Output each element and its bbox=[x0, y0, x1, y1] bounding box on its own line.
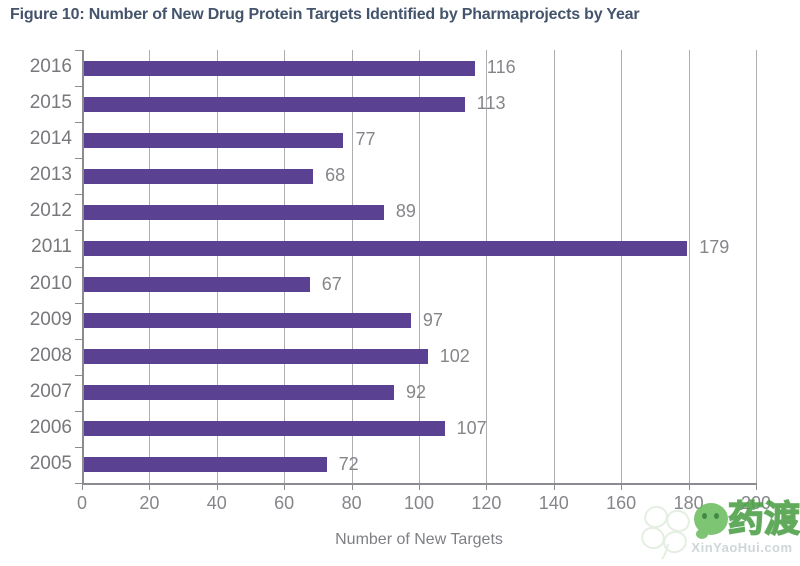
chat-face-eye bbox=[702, 513, 707, 519]
gridline bbox=[688, 50, 690, 483]
y-axis-tick bbox=[75, 122, 82, 124]
bar bbox=[84, 457, 327, 473]
gridline bbox=[621, 50, 623, 483]
x-tick-label: 120 bbox=[471, 493, 502, 513]
category-label: 2015 bbox=[29, 92, 72, 114]
x-axis-tick bbox=[149, 483, 151, 490]
y-axis-tick bbox=[75, 50, 82, 51]
x-tick-label: 160 bbox=[606, 493, 637, 513]
value-label: 67 bbox=[321, 273, 342, 294]
value-label: 92 bbox=[406, 381, 427, 402]
bar bbox=[84, 313, 411, 329]
category-label: 2010 bbox=[29, 272, 72, 294]
chat-face-icon bbox=[694, 503, 728, 539]
bar bbox=[84, 204, 384, 220]
value-label: 113 bbox=[476, 93, 506, 114]
x-tick-label: 40 bbox=[206, 493, 227, 513]
category-label: 2006 bbox=[29, 416, 72, 438]
watermark-url-text: XinYaoHui.com bbox=[691, 540, 793, 555]
y-axis-tick bbox=[75, 446, 82, 448]
y-axis-tick bbox=[75, 194, 82, 196]
value-label: 179 bbox=[699, 237, 730, 258]
y-axis-tick bbox=[75, 86, 82, 88]
x-axis-tick bbox=[284, 483, 286, 490]
category-label: 2016 bbox=[29, 56, 72, 78]
x-tick-label: 200 bbox=[740, 493, 772, 513]
y-axis-tick bbox=[75, 483, 82, 484]
category-label: 2008 bbox=[29, 344, 72, 366]
y-axis-line bbox=[82, 50, 84, 484]
clover-icon bbox=[641, 505, 690, 560]
y-axis-tick bbox=[75, 410, 82, 412]
bar bbox=[84, 349, 428, 365]
x-tick-label: 140 bbox=[538, 493, 569, 513]
x-tick-label: 20 bbox=[139, 493, 160, 513]
x-axis-tick bbox=[688, 483, 690, 490]
gridline bbox=[351, 50, 353, 483]
gridline bbox=[419, 50, 420, 483]
bar bbox=[84, 96, 465, 112]
x-tick-label: 60 bbox=[274, 493, 295, 513]
value-label: 72 bbox=[338, 453, 359, 474]
gridline bbox=[553, 50, 555, 483]
value-label: 107 bbox=[456, 417, 487, 438]
chat-face-tail bbox=[696, 529, 708, 539]
value-label: 116 bbox=[486, 57, 516, 78]
x-axis-tick bbox=[486, 483, 488, 490]
category-label: 2013 bbox=[29, 164, 72, 186]
value-label: 68 bbox=[325, 165, 346, 186]
y-axis-tick bbox=[75, 338, 82, 340]
x-axis-tick bbox=[621, 483, 623, 490]
bar bbox=[84, 132, 344, 148]
x-tick-label: 0 bbox=[76, 493, 87, 513]
value-label: 102 bbox=[439, 345, 470, 366]
x-axis-title: Number of New Targets bbox=[335, 531, 503, 548]
value-label: 89 bbox=[395, 201, 416, 222]
x-tick-label: 80 bbox=[341, 493, 362, 513]
value-label: 77 bbox=[355, 129, 376, 150]
y-axis-tick bbox=[75, 374, 82, 376]
category-label: 2014 bbox=[29, 128, 72, 150]
category-label: 2005 bbox=[29, 452, 72, 474]
x-axis-line bbox=[82, 483, 756, 485]
y-axis-tick bbox=[75, 302, 82, 304]
gridline bbox=[756, 50, 757, 483]
value-label: 97 bbox=[422, 309, 443, 330]
bar bbox=[84, 277, 310, 293]
x-axis-tick bbox=[553, 483, 555, 490]
chat-face-eye bbox=[714, 513, 719, 519]
category-label: 2009 bbox=[29, 308, 72, 330]
bar bbox=[84, 60, 475, 76]
gridline bbox=[284, 50, 286, 483]
watermark: 药渡 XinYaoHui.com bbox=[638, 497, 800, 562]
bar bbox=[84, 168, 314, 184]
x-axis-tick bbox=[756, 483, 757, 490]
watermark-brand-text: 药渡 bbox=[727, 497, 800, 540]
bar bbox=[84, 240, 688, 256]
y-axis-tick bbox=[75, 266, 82, 268]
bar bbox=[84, 421, 445, 437]
gridline bbox=[149, 50, 151, 483]
gridline bbox=[216, 50, 218, 483]
gridline bbox=[486, 50, 488, 483]
y-axis-tick bbox=[75, 158, 82, 160]
x-axis-tick bbox=[216, 483, 218, 490]
category-label: 2011 bbox=[31, 236, 72, 258]
bar bbox=[84, 385, 395, 401]
category-label: 2007 bbox=[29, 380, 72, 402]
category-label: 2012 bbox=[29, 200, 72, 222]
y-axis-tick bbox=[75, 230, 82, 232]
x-tick-label: 100 bbox=[403, 493, 435, 513]
x-tick-label: 180 bbox=[673, 493, 704, 513]
x-axis-tick bbox=[351, 483, 353, 490]
x-axis-tick bbox=[82, 483, 83, 490]
figure-title: Figure 10: Number of New Drug Protein Ta… bbox=[10, 6, 640, 23]
x-axis-tick bbox=[419, 483, 420, 490]
